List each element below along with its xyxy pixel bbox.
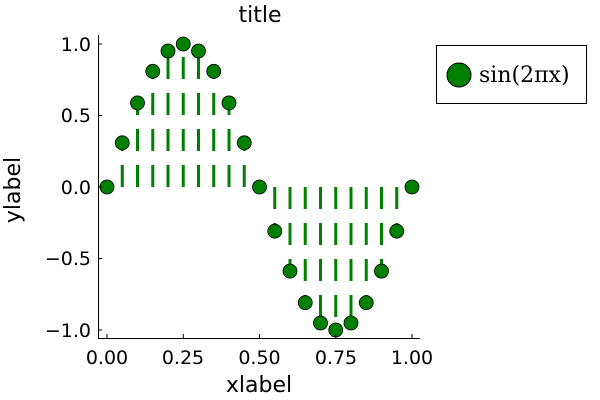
data-point-marker	[343, 315, 359, 331]
x-axis-label: xlabel	[226, 373, 292, 398]
axes	[98, 35, 420, 339]
data-point-marker	[252, 179, 267, 195]
data-point-marker	[236, 135, 252, 151]
y-tick-label: 0.0	[61, 177, 91, 199]
x-tick-label: 0.75	[315, 347, 357, 369]
legend-label: sin(2πx)	[479, 63, 570, 88]
y-tick-label: 1.0	[61, 34, 91, 56]
data-point-marker	[374, 263, 389, 279]
x-tick-label: 0.50	[238, 347, 280, 369]
y-tick-label: −1.0	[45, 320, 91, 342]
data-point-marker	[99, 179, 115, 195]
chart-title: title	[238, 3, 281, 28]
data-point-marker	[221, 95, 237, 111]
data-point-marker	[297, 295, 313, 311]
legend: sin(2πx)	[436, 45, 587, 104]
data-point-marker	[282, 263, 298, 279]
data-point-marker	[389, 223, 405, 239]
x-tick-label: 0.25	[162, 347, 204, 369]
data-point-marker	[313, 315, 328, 331]
y-tick-label: 0.5	[61, 105, 91, 127]
data-point-marker	[114, 135, 130, 151]
y-tick-labels: −1.0 −0.5 0.0 0.5 1.0	[45, 34, 91, 342]
data-point-marker	[160, 43, 176, 59]
y-ticks	[98, 43, 102, 331]
data-point-marker	[175, 36, 191, 52]
x-tick-label: 0.00	[86, 347, 128, 369]
data-point-marker	[145, 63, 161, 79]
data-point-marker	[191, 43, 206, 59]
data-point-marker	[267, 223, 283, 239]
markers	[99, 36, 420, 338]
x-ticks	[106, 334, 413, 338]
data-point-marker	[206, 63, 222, 79]
x-tick-label: 1.00	[391, 347, 433, 369]
y-axis-label: ylabel	[1, 157, 26, 223]
x-tick-labels: 0.00 0.25 0.50 0.75 1.00	[86, 347, 433, 369]
data-point-marker	[358, 295, 374, 311]
legend-marker-icon	[446, 62, 472, 88]
y-tick-label: −0.5	[45, 248, 91, 270]
data-point-marker	[404, 179, 420, 195]
data-point-marker	[130, 95, 145, 111]
